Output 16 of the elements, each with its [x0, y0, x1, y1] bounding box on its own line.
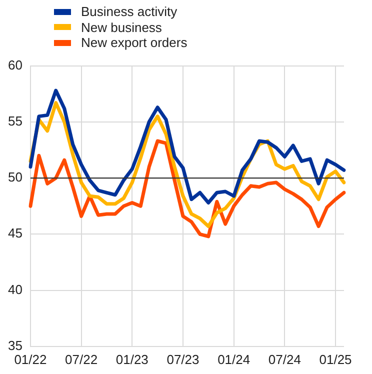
y-tick-label: 50 — [8, 170, 22, 185]
x-tick-label: 01/24 — [218, 352, 250, 367]
x-tick-label: 01/23 — [116, 352, 148, 367]
x-tick-label: 07/24 — [268, 352, 301, 367]
y-tick-label: 55 — [8, 114, 22, 128]
y-tick-label: 35 — [8, 338, 22, 353]
legend-label: New export orders — [81, 35, 188, 50]
legend-label: New business — [81, 20, 162, 35]
y-tick-label: 45 — [8, 226, 22, 241]
legend-label: Business activity — [81, 4, 178, 20]
y-tick-label: 60 — [8, 57, 22, 72]
x-tick-label: 01/25 — [319, 352, 352, 367]
x-tick-label: 07/22 — [65, 352, 98, 367]
x-tick-label: 01/22 — [14, 352, 47, 367]
x-tick-label: 07/23 — [166, 352, 200, 367]
y-tick-label: 40 — [8, 282, 22, 297]
